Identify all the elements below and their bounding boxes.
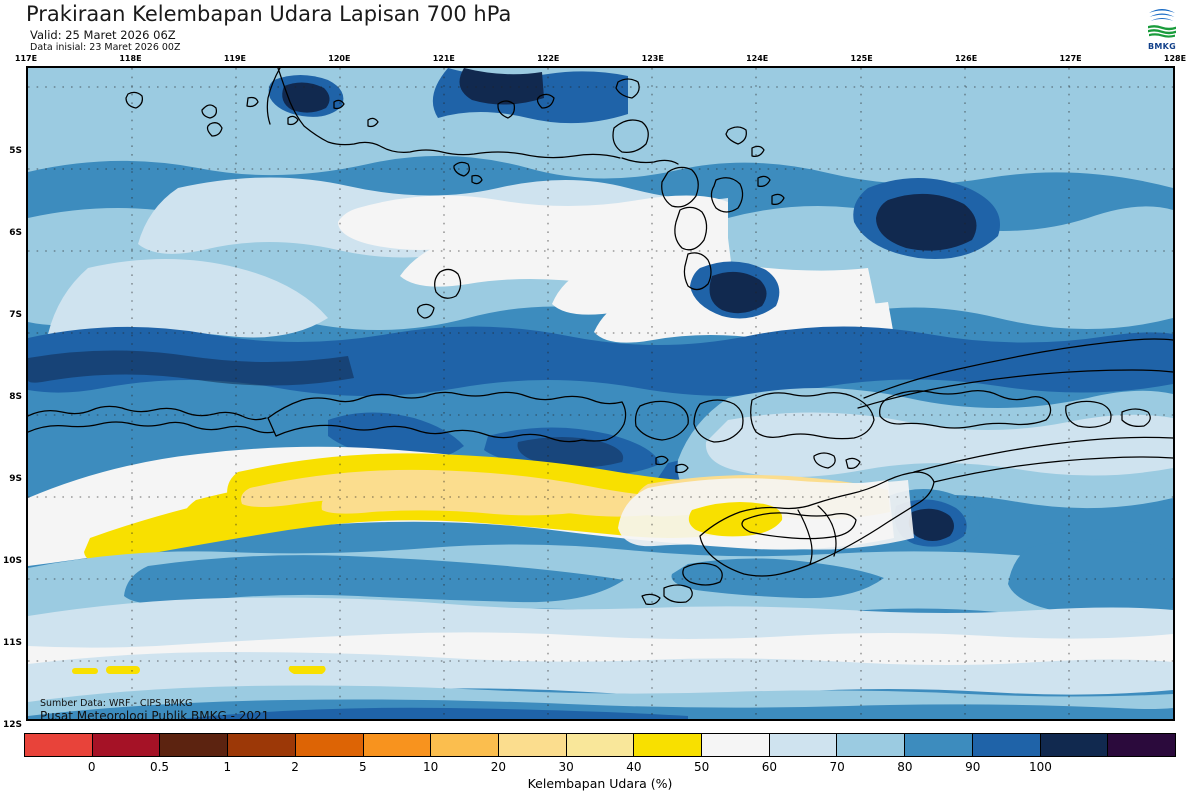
latitude-tick-6S: 6S (9, 228, 22, 238)
header: Prakiraan Kelembapan Udara Lapisan 700 h… (0, 0, 1200, 62)
colorbar-tick-80: 80 (897, 760, 913, 774)
colorbar-tick-0.5: 0.5 (149, 760, 170, 774)
colorbar-swatch-15 (1040, 734, 1109, 756)
colorbar-tick-70: 70 (829, 760, 845, 774)
bmkg-logo: BMKG (1140, 4, 1184, 56)
longitude-tick-121E: 121E (432, 54, 455, 63)
colorbar-swatch-10 (702, 734, 770, 756)
valid-time-label: Valid: 25 Maret 2026 06Z (30, 28, 176, 42)
longitude-tick-117E: 117E (14, 54, 38, 63)
colorbar-swatch-12 (837, 734, 906, 756)
longitude-tick-122E: 122E (537, 54, 560, 63)
colorbar-swatch-11 (769, 734, 838, 756)
colorbar-tick-1: 1 (223, 760, 232, 774)
colorbar-swatch-13 (905, 734, 973, 756)
latitude-tick-10S: 10S (2, 556, 22, 566)
longitude-tick-124E: 124E (746, 54, 769, 63)
longitude-tick-123E: 123E (641, 54, 664, 63)
colorbar-tick-10: 10 (422, 760, 439, 774)
colorbar-swatch-2 (160, 734, 229, 756)
longitude-tick-120E: 120E (328, 54, 351, 63)
latitude-tick-9S: 9S (9, 474, 22, 484)
forecast-map[interactable]: Sumber Data: WRF - CIPS BMKG Pusat Meteo… (26, 66, 1175, 721)
colorbar-tick-50: 50 (694, 760, 710, 774)
colorbar[interactable] (24, 733, 1176, 757)
colorbar-swatch-9 (634, 734, 703, 756)
colorbar-swatch-0 (25, 734, 93, 756)
colorbar-tick-0: 0 (87, 760, 96, 774)
colorbar-tick-100: 100 (1029, 760, 1052, 774)
initial-data-label: Data inisial: 23 Maret 2026 00Z (30, 42, 181, 53)
colorbar-tick-2: 2 (291, 760, 299, 774)
data-source-label: Sumber Data: WRF - CIPS BMKG (40, 698, 193, 709)
bmkg-logo-icon (1147, 5, 1177, 39)
longitude-tick-128E: 128E (1163, 54, 1187, 63)
colorbar-tick-20: 20 (490, 760, 506, 774)
latitude-tick-11S: 11S (2, 638, 22, 648)
latitude-tick-12S: 12S (2, 720, 22, 730)
latitude-tick-8S: 8S (9, 392, 22, 402)
colorbar-swatch-7 (498, 734, 567, 756)
colorbar-swatch-4 (295, 734, 364, 756)
colorbar-tick-5: 5 (358, 760, 367, 774)
page-title: Prakiraan Kelembapan Udara Lapisan 700 h… (26, 2, 512, 26)
colorbar-swatch-5 (363, 734, 432, 756)
longitude-tick-119E: 119E (223, 54, 246, 63)
colorbar-swatch-14 (972, 734, 1041, 756)
colorbar-label: Kelembapan Udara (%) (527, 776, 673, 791)
latitude-tick-5S: 5S (9, 146, 22, 156)
bmkg-logo-label: BMKG (1147, 42, 1177, 51)
longitude-tick-126E: 126E (954, 54, 978, 63)
colorbar-swatch-16 (1108, 734, 1175, 756)
longitude-tick-127E: 127E (1059, 54, 1082, 63)
colorbar-swatch-3 (228, 734, 296, 756)
colorbar-tick-30: 30 (558, 760, 574, 774)
colorbar-tick-60: 60 (761, 760, 778, 774)
publisher-label: Pusat Meteorologi Publik BMKG - 2021 (40, 709, 270, 721)
colorbar-tick-90: 90 (965, 760, 981, 774)
colorbar-tick-40: 40 (626, 760, 642, 774)
colorbar-swatch-8 (566, 734, 635, 756)
latitude-tick-7S: 7S (9, 310, 22, 320)
colorbar-swatch-6 (431, 734, 499, 756)
longitude-tick-118E: 118E (119, 54, 142, 63)
humidity-contour-field (28, 68, 1173, 719)
longitude-tick-125E: 125E (850, 54, 873, 63)
colorbar-swatch-1 (92, 734, 161, 756)
